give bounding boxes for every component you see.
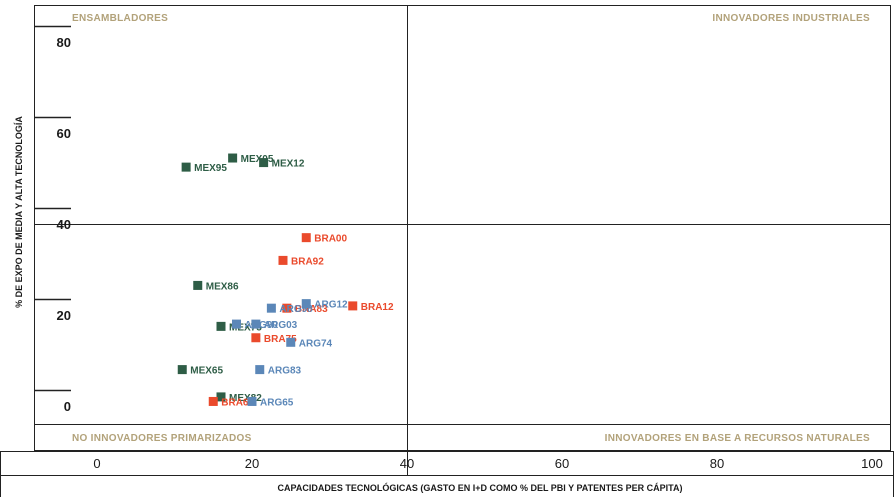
- data-point-arg74: ARG74: [286, 337, 333, 349]
- point-label: BRA65: [221, 397, 254, 408]
- point-marker: [216, 392, 226, 402]
- data-point-arg90: ARG90: [232, 319, 279, 331]
- y-tick-label: 80: [57, 35, 71, 50]
- x-axis-title: CAPACIDADES TECNOLÓGICAS (GASTO EN I+D C…: [278, 482, 683, 493]
- data-point-bra00: BRA00: [301, 233, 347, 245]
- data-point-bra65: BRA65: [208, 396, 254, 408]
- y-axis-title: % DE EXPO DE MEDIA Y ALTA TECNOLOGÍA: [14, 116, 24, 308]
- point-label: ARG74: [299, 338, 333, 349]
- point-label: MEX12: [272, 159, 305, 170]
- point-marker: [348, 301, 358, 311]
- point-label: ARG83: [268, 366, 302, 377]
- point-label: ARG65: [260, 397, 294, 408]
- point-label: MEX86: [206, 281, 239, 292]
- x-tick-label: 80: [710, 456, 724, 471]
- point-label: BRA92: [291, 256, 324, 267]
- point-marker: [266, 303, 276, 313]
- point-marker: [208, 396, 218, 406]
- point-marker: [247, 396, 257, 406]
- quadrant-label-top-right: INNOVADORES INDUSTRIALES: [712, 13, 870, 24]
- point-marker: [278, 255, 288, 265]
- data-point-arg98: ARG98: [266, 303, 313, 315]
- x-tick-label: 40: [400, 456, 414, 471]
- data-point-mex12: MEX12: [259, 158, 305, 170]
- data-point-bra12: BRA12: [348, 301, 394, 313]
- point-marker: [259, 158, 269, 168]
- point-marker: [181, 162, 191, 172]
- point-marker: [286, 337, 296, 347]
- point-marker: [282, 303, 292, 313]
- x-tick-label: 100: [861, 456, 883, 471]
- point-marker: [177, 365, 187, 375]
- point-label: BRA12: [361, 302, 394, 313]
- point-label: BRA00: [314, 234, 347, 245]
- point-label: ARG90: [245, 320, 279, 331]
- data-point-arg83: ARG83: [255, 365, 302, 377]
- x-tick-label: 60: [555, 456, 569, 471]
- data-point-mex75: MEX75: [216, 321, 262, 333]
- x-tick-label: 20: [245, 456, 259, 471]
- data-point-bra75: BRA75: [251, 333, 297, 345]
- data-point-bra92: BRA92: [278, 255, 324, 267]
- point-label: ARG98: [279, 304, 313, 315]
- point-marker: [216, 321, 226, 331]
- point-marker: [255, 365, 265, 375]
- data-point-mex95: MEX95: [181, 162, 227, 174]
- data-point-mex86: MEX86: [193, 280, 239, 292]
- data-point-arg12: ARG12: [301, 299, 348, 311]
- data-point-mex82: MEX82: [216, 392, 262, 404]
- point-marker: [301, 299, 311, 309]
- y-tick-label: 60: [57, 126, 71, 141]
- point-label: MEX05: [241, 154, 274, 165]
- point-label: BRA75: [264, 334, 297, 345]
- point-label: ARG12: [314, 300, 348, 311]
- y-tick-label: 20: [57, 308, 71, 323]
- point-label: ARG03: [264, 320, 298, 331]
- quadrant-label-top-left: ENSAMBLADORES: [72, 13, 168, 24]
- y-tick-label: 0: [64, 399, 71, 414]
- point-marker: [301, 233, 311, 243]
- point-marker: [232, 319, 241, 329]
- point-marker: [228, 153, 238, 163]
- ticks-group: 0 20 40 60 80 0 20 40 60 80 100: [34, 25, 883, 471]
- data-point-mex65: MEX65: [177, 365, 223, 377]
- point-marker: [251, 319, 261, 329]
- point-marker: [251, 333, 261, 343]
- plot-frame: [34, 5, 891, 451]
- quadrant-label-bottom-left: NO INNOVADORES PRIMARIZADOS: [72, 433, 252, 444]
- data-point-arg03: ARG03: [251, 319, 298, 331]
- point-label: MEX75: [229, 322, 262, 333]
- data-point-bra83: BRA83: [282, 303, 328, 315]
- point-label: MEX65: [190, 366, 223, 377]
- x-tick-label: 0: [93, 456, 100, 471]
- point-marker: [193, 280, 203, 290]
- y-tick-label: 40: [57, 217, 71, 232]
- point-label: BRA83: [295, 304, 328, 315]
- quadrant-label-bottom-right: INNOVADORES EN BASE A RECURSOS NATURALES: [605, 433, 870, 444]
- point-label: MEX82: [229, 393, 262, 404]
- point-label: MEX95: [194, 163, 227, 174]
- data-point-arg65: ARG65: [247, 396, 294, 408]
- data-point-mex05: MEX05: [228, 153, 274, 165]
